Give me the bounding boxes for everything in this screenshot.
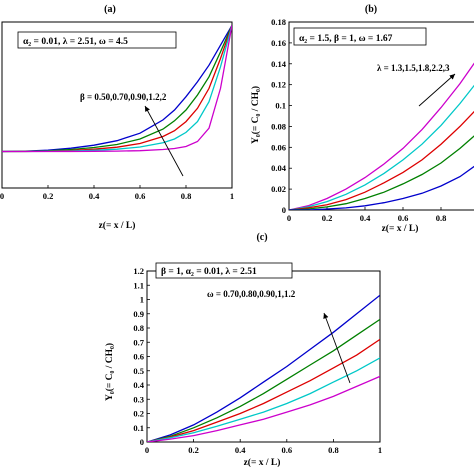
series-line <box>289 62 474 210</box>
parameter-box-text: α₂ = 1.5, β = 1, ω = 1.67 <box>299 34 393 44</box>
x-tick-label: 0.6 <box>281 445 292 455</box>
parameter-box <box>293 27 427 46</box>
x-tick-label: 0.8 <box>328 445 339 455</box>
y-tick-label: 0.9 <box>133 309 144 319</box>
panel-a: (a) 0 0.2 0.4 0.6 0.8 1 z(= x / L) α₂ = 0.01, λ … <box>0 4 234 231</box>
series-line <box>289 84 474 210</box>
y-axis-label: Y₀(= C₀ / CH₀) <box>104 343 115 401</box>
series-line <box>147 375 380 442</box>
annotation-text: β = 0.50,0.70,0.90,1.2,2 <box>80 92 167 102</box>
x-tick-label: 0.2 <box>322 213 333 223</box>
series-line <box>2 24 232 153</box>
x-tick-label: 0.8 <box>436 213 447 223</box>
y-tick-label: 1.2 <box>133 266 144 276</box>
x-tick-label: 0 <box>0 191 4 201</box>
y-tick-label: 0.04 <box>271 163 287 173</box>
y-tick-label: 0.7 <box>133 337 144 347</box>
y-tick-label: 0.06 <box>271 142 286 152</box>
panel-title: (a) <box>104 4 116 15</box>
y-tick-label: 0.4 <box>133 380 144 390</box>
series-group <box>147 294 380 442</box>
y-tick-label: 0.08 <box>271 121 286 131</box>
series-group <box>289 62 474 210</box>
x-tick-label: 0.6 <box>135 191 146 201</box>
y-tick-label: 1 <box>140 295 144 305</box>
x-tick-label: 0 <box>145 445 149 455</box>
x-tick-label: 0.8 <box>181 191 192 201</box>
parameter-box <box>155 262 293 279</box>
x-tick-label: 0.2 <box>188 445 199 455</box>
x-tick-label: 0.4 <box>360 213 371 223</box>
y-tick-label: 0.5 <box>133 366 144 376</box>
annotation-arrow <box>144 105 184 177</box>
x-axis-label: z(= x / L) <box>382 223 419 234</box>
annotation-text: λ = 1.3,1.5,1.8,2.2,3 <box>377 63 450 73</box>
y-tick-label: 0.1 <box>133 423 144 433</box>
panel-title: (c) <box>256 232 267 243</box>
parameter-box-text: β = 1, α₂ = 0.01, λ = 2.51 <box>161 267 257 277</box>
annotation-arrow <box>323 312 351 384</box>
panel-b: (b) 0 0.2 0.4 0.6 0.8 0 0.02 0.04 0.06 0.08 0.1 0.12… <box>250 4 474 234</box>
y-tick-label: 0.16 <box>271 38 286 48</box>
annotation-arrow <box>418 73 456 107</box>
axes-frame <box>1 21 233 189</box>
x-tick-label: 0.6 <box>398 213 409 223</box>
y-tick-label: 0.8 <box>133 323 144 333</box>
x-tick-label: 1 <box>378 445 382 455</box>
y-tick-label: 0.6 <box>133 352 144 362</box>
series-line <box>289 110 474 210</box>
y-tick-label: 0.1 <box>275 101 286 111</box>
x-tick-label: 0 <box>287 213 291 223</box>
annotation-text: ω = 0.70,0.80,0.90,1,1.2 <box>207 289 296 299</box>
series-group <box>2 24 232 153</box>
axes-frame <box>288 21 474 211</box>
x-tick-label: 0.4 <box>89 191 100 201</box>
y-tick-label: 0.2 <box>133 409 144 419</box>
y-tick-label: 0.02 <box>271 184 286 194</box>
parameter-box <box>17 31 177 49</box>
y-tick-label: 0.14 <box>271 59 287 69</box>
y-tick-label: 0 <box>140 437 144 447</box>
series-line <box>2 25 232 153</box>
y-tick-label: 1.1 <box>133 280 144 290</box>
x-tick-label: 1 <box>230 191 234 201</box>
panel-title: (b) <box>365 4 377 15</box>
x-axis-label: z(= x / L) <box>99 220 136 231</box>
series-line <box>147 338 380 442</box>
x-tick-label: 0.2 <box>43 191 54 201</box>
series-line <box>289 165 474 210</box>
y-tick-label: 0 <box>282 205 286 215</box>
series-line <box>147 318 380 442</box>
x-axis-label: z(= x / L) <box>244 457 281 468</box>
x-tick-label: 0.4 <box>235 445 246 455</box>
series-line <box>147 294 380 442</box>
panel-c: (c) 0 0.2 0.4 0.6 0.8 1 0 0.1 0.2 0.3 0.4 0.5 0.6 0.7 0… <box>104 232 382 468</box>
y-axis-label: Y₀(= C₀ / CH₀) <box>250 86 261 144</box>
y-tick-label: 0.18 <box>271 17 286 27</box>
y-tick-label: 0.12 <box>271 80 286 90</box>
parameter-box-text: α₂ = 0.01, λ = 2.51, ω = 4.5 <box>23 37 128 47</box>
series-line <box>147 357 380 442</box>
series-line <box>289 135 474 210</box>
y-tick-label: 0.3 <box>133 394 144 404</box>
